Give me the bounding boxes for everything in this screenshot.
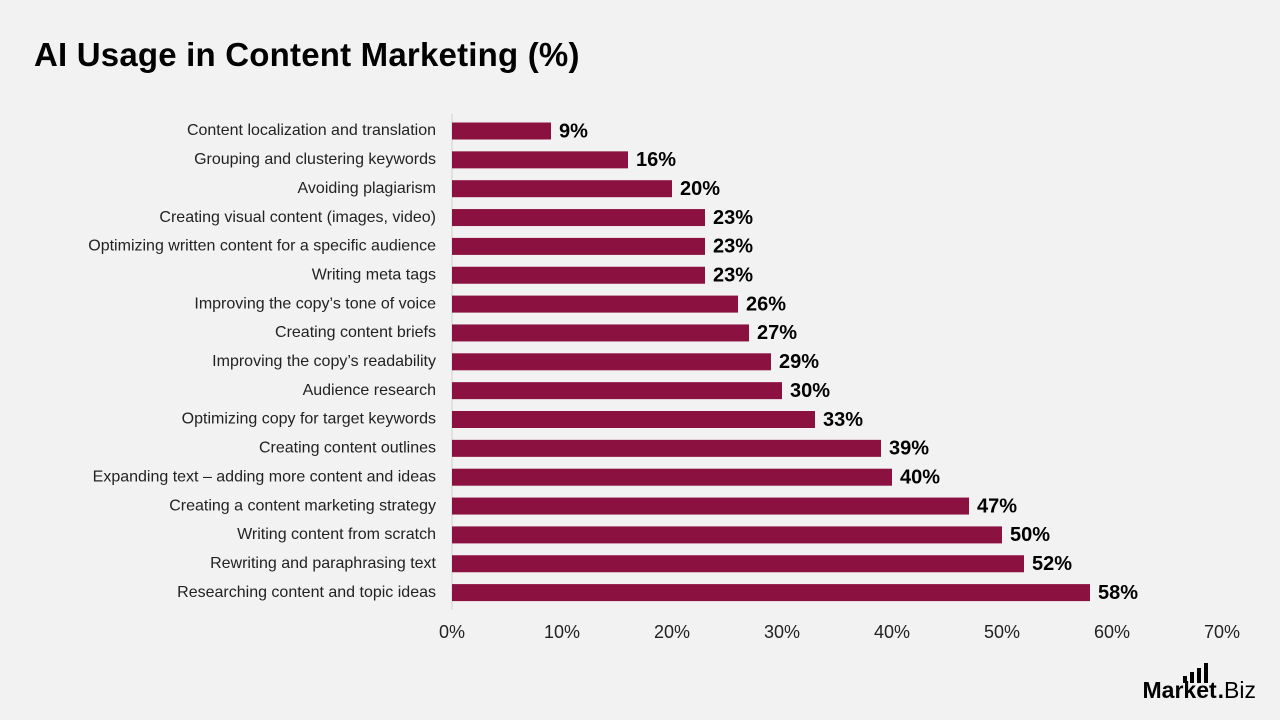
category-label: Creating content briefs xyxy=(275,324,436,341)
data-label: 30% xyxy=(790,380,830,402)
x-tick-label: 50% xyxy=(984,622,1020,642)
bar xyxy=(452,584,1090,602)
bar xyxy=(452,353,771,371)
category-label: Expanding text – adding more content and… xyxy=(93,468,436,485)
category-label: Avoiding plagiarism xyxy=(298,180,436,197)
category-label: Creating a content marketing strategy xyxy=(169,497,436,514)
data-label: 33% xyxy=(823,409,863,431)
brand-biz-text: Biz xyxy=(1224,677,1256,703)
category-label: Audience research xyxy=(303,382,436,399)
category-label: Creating visual content (images, video) xyxy=(159,209,436,226)
brand-dot-text: . xyxy=(1217,677,1225,703)
bar xyxy=(452,468,892,486)
bar-chart-logo-icon xyxy=(1182,663,1208,683)
data-label: 29% xyxy=(779,351,819,373)
data-label: 26% xyxy=(746,293,786,315)
data-label: 58% xyxy=(1098,582,1138,604)
x-tick-label: 10% xyxy=(544,622,580,642)
category-label: Creating content outlines xyxy=(259,440,436,457)
data-label: 20% xyxy=(680,178,720,200)
x-tick-label: 40% xyxy=(874,622,910,642)
bar xyxy=(452,180,672,198)
x-tick-label: 70% xyxy=(1204,622,1240,642)
data-label: 16% xyxy=(636,149,676,171)
bar xyxy=(452,266,705,284)
data-label: 39% xyxy=(889,438,929,460)
data-label: 27% xyxy=(757,322,797,344)
data-label: 23% xyxy=(713,265,753,287)
bar xyxy=(452,497,969,515)
category-label: Improving the copy’s readability xyxy=(212,353,436,370)
category-label: Rewriting and paraphrasing text xyxy=(210,555,436,572)
brand-logo: Market . Biz xyxy=(1143,663,1256,704)
category-label: Optimizing copy for target keywords xyxy=(182,411,436,428)
category-label: Writing content from scratch xyxy=(237,526,436,543)
bar xyxy=(452,324,749,342)
bar xyxy=(452,237,705,255)
bar xyxy=(452,555,1024,573)
bar xyxy=(452,151,628,169)
bar xyxy=(452,209,705,227)
category-label: Content localization and translation xyxy=(187,122,436,139)
x-tick-label: 30% xyxy=(764,622,800,642)
data-label: 50% xyxy=(1010,524,1050,546)
bar xyxy=(452,382,782,400)
bar xyxy=(452,411,815,428)
bar xyxy=(452,122,551,140)
category-label: Improving the copy’s tone of voice xyxy=(194,295,436,312)
data-label: 9% xyxy=(559,120,588,142)
data-label: 52% xyxy=(1032,553,1072,575)
bar xyxy=(452,295,738,313)
bar xyxy=(452,526,1002,544)
category-label: Grouping and clustering keywords xyxy=(194,151,436,168)
x-tick-label: 20% xyxy=(654,622,690,642)
data-label: 40% xyxy=(900,466,940,488)
category-label: Optimizing written content for a specifi… xyxy=(88,238,436,255)
x-tick-label: 0% xyxy=(439,622,465,642)
category-label: Researching content and topic ideas xyxy=(177,584,436,601)
bar xyxy=(452,439,881,457)
data-label: 23% xyxy=(713,236,753,258)
x-tick-label: 60% xyxy=(1094,622,1130,642)
data-label: 23% xyxy=(713,207,753,229)
data-label: 47% xyxy=(977,495,1017,517)
category-label: Writing meta tags xyxy=(312,266,436,283)
chart-title: AI Usage in Content Marketing (%) xyxy=(34,36,580,73)
